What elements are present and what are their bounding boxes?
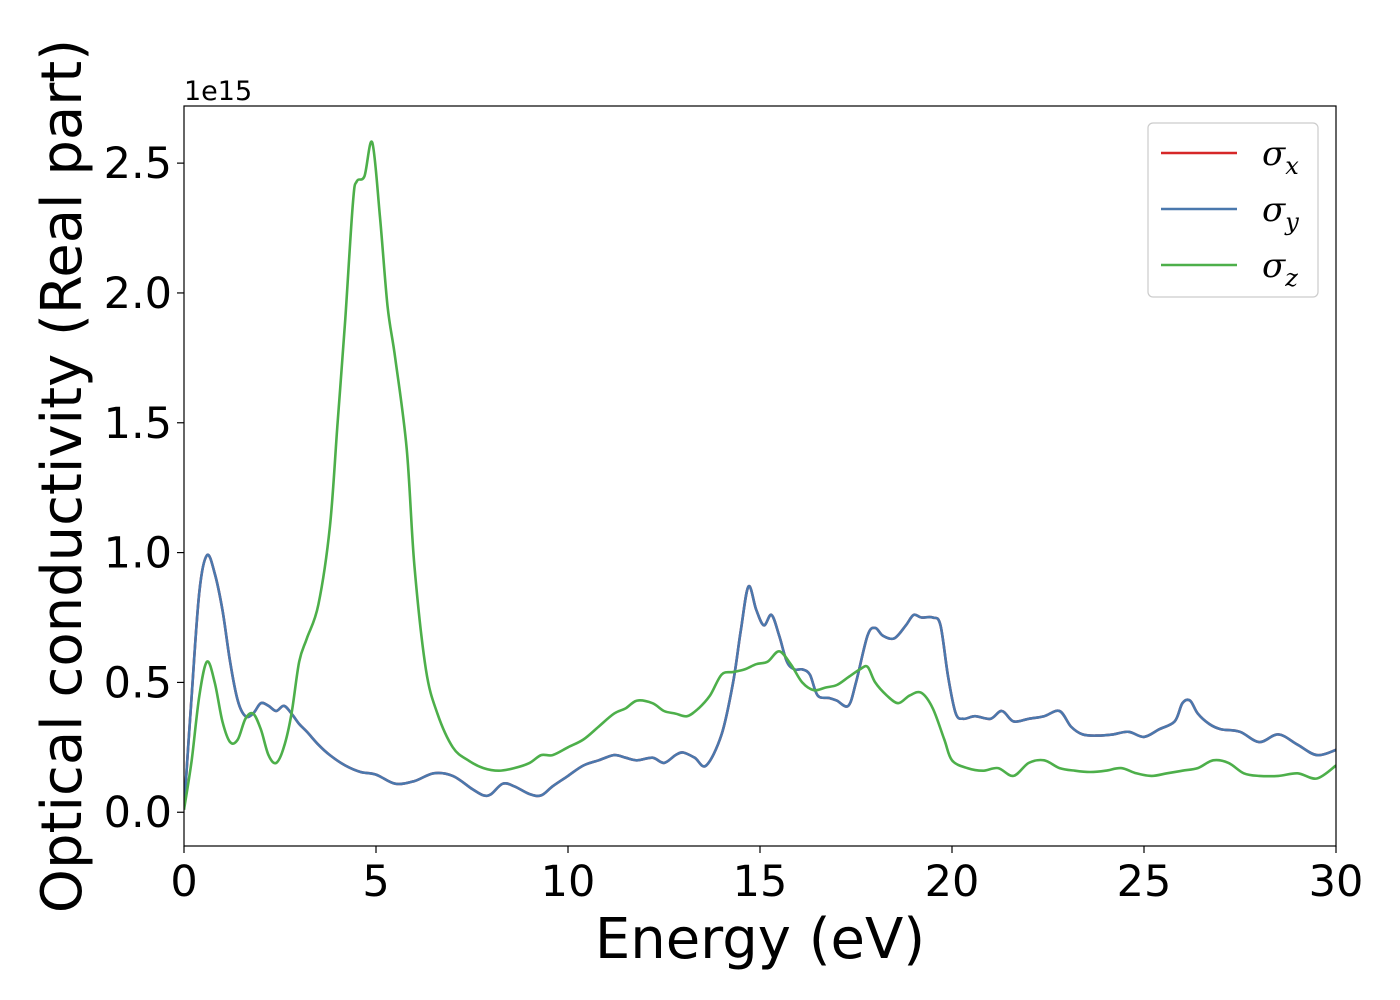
- legend-label-subscript: y: [1284, 208, 1299, 236]
- series-line-z: [184, 140, 1336, 810]
- y-axis-title: Optical conductivity (Real part): [30, 39, 95, 913]
- x-tick-label: 30: [1309, 857, 1364, 907]
- x-tick-label: 10: [541, 857, 596, 907]
- y-tick-label: 1.0: [104, 529, 172, 579]
- y-tick-label: 0.0: [104, 788, 172, 838]
- y-tick-label: 2.5: [104, 139, 172, 189]
- legend-label-subscript: x: [1285, 152, 1299, 180]
- legend-label-z: σz: [1262, 246, 1298, 292]
- legend-label-symbol: σ: [1262, 190, 1286, 230]
- x-tick-label: 25: [1117, 857, 1172, 907]
- x-tick-label: 0: [170, 857, 197, 907]
- y-tick-label: 2.0: [104, 269, 172, 319]
- y-tick-label: 0.5: [104, 658, 172, 708]
- legend-label-x: σx: [1262, 134, 1299, 180]
- x-tick-label: 15: [733, 857, 788, 907]
- series-lines: [184, 140, 1336, 810]
- series-line-y: [184, 553, 1336, 810]
- legend-label-symbol: σ: [1262, 134, 1286, 174]
- x-axis-ticks: 0 5 10 15 20 25 30: [170, 846, 1363, 907]
- y-tick-label: 1.5: [104, 399, 172, 449]
- y-offset-label: 1e15: [184, 76, 252, 107]
- legend-label-subscript: z: [1284, 264, 1298, 292]
- legend-label-y: σy: [1262, 190, 1299, 236]
- y-axis-ticks: 0.0 0.5 1.0 1.5 2.0 2.5: [104, 139, 184, 838]
- legend-label-symbol: σ: [1262, 246, 1286, 286]
- x-tick-label: 5: [362, 857, 389, 907]
- plot-area: [184, 106, 1336, 846]
- x-axis-title: Energy (eV): [595, 907, 925, 972]
- x-tick-label: 20: [925, 857, 980, 907]
